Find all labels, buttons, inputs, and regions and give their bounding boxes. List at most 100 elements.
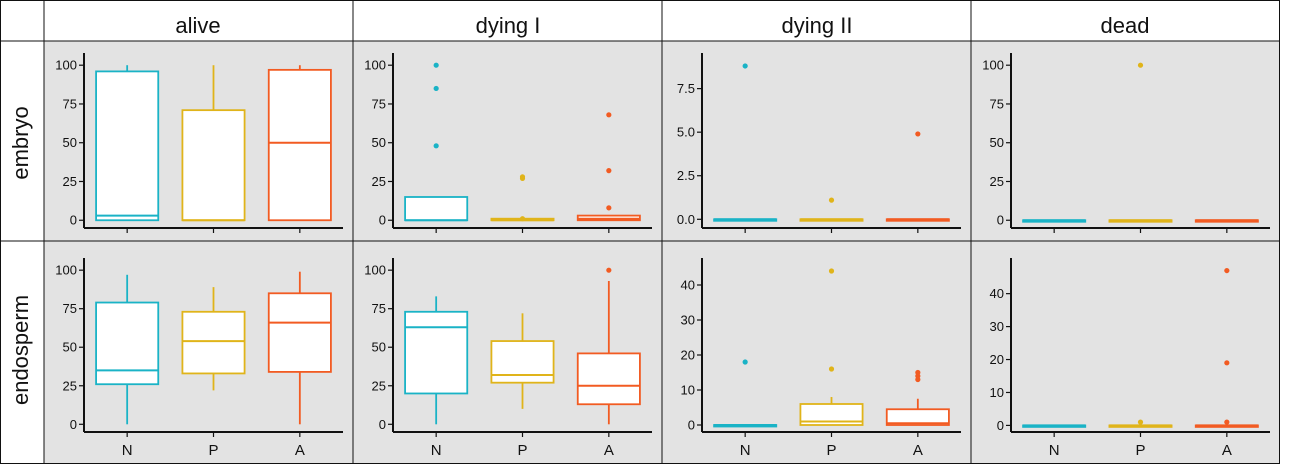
outlier-point	[433, 143, 439, 149]
box-a	[267, 271, 332, 425]
box-a	[267, 65, 332, 222]
outlier-point	[606, 267, 612, 273]
box-body	[490, 340, 555, 384]
x-tick-label-p: P	[826, 442, 836, 459]
outlier-point	[606, 205, 612, 211]
y-tick-label: 5.0	[677, 125, 695, 140]
panels: 025507510002550751000.02.55.07.502550751…	[44, 41, 1280, 464]
box-n	[95, 274, 160, 425]
y-tick-label: 25	[63, 174, 77, 189]
row-header-embryo: embryo	[8, 106, 33, 179]
y-tick-label: 0	[70, 213, 77, 228]
y-tick-label: 0	[70, 417, 77, 432]
box-body	[799, 403, 864, 426]
y-tick-label: 30	[990, 319, 1004, 334]
y-tick-label: 25	[372, 378, 386, 393]
outlier-point	[828, 366, 835, 372]
outlier-point	[1224, 267, 1230, 274]
panel-embryo-dead: 0 25 50 75 100	[971, 41, 1280, 241]
row-header-endosperm: endosperm	[8, 295, 33, 405]
y-tick-label: 75	[372, 301, 386, 316]
y-tick-label: 0	[379, 213, 386, 228]
box-a	[1194, 219, 1259, 223]
outlier-point	[1224, 419, 1230, 425]
box-n	[1022, 219, 1087, 223]
y-tick-label: 75	[63, 96, 77, 111]
x-tick-label-a: A	[604, 442, 614, 459]
panel-endosperm-alive: 0 25 50 75 100 N P A	[44, 241, 353, 464]
y-tick-label: 7.5	[677, 81, 695, 96]
column-header-dead: dead	[1101, 13, 1150, 38]
box-n	[404, 296, 469, 425]
box-p	[181, 65, 246, 222]
column-header-dying-ii: dying II	[782, 13, 853, 38]
outlier-point	[433, 85, 439, 92]
outlier-point	[742, 63, 748, 69]
x-tick-label-n: N	[431, 442, 442, 459]
box-body	[95, 70, 160, 222]
box-n	[713, 359, 778, 428]
box-n	[95, 65, 160, 222]
box-p	[490, 313, 555, 409]
y-tick-label: 20	[681, 348, 695, 363]
x-tick-label-p: P	[1135, 442, 1145, 459]
y-tick-label: 0.0	[677, 212, 695, 227]
outlier-point	[828, 268, 835, 274]
box-body	[404, 310, 469, 395]
column-header-dying-i: dying I	[476, 13, 541, 38]
box-body	[181, 310, 246, 375]
y-tick-label: 25	[990, 174, 1004, 189]
y-tick-label: 100	[55, 263, 77, 278]
panel-embryo-dying-ii: 0.0 2.5 5.0 7.5	[662, 41, 971, 241]
outlier-point	[1137, 419, 1144, 425]
box-body	[576, 352, 641, 406]
outlier-point	[915, 369, 921, 376]
outlier-point	[519, 216, 526, 222]
box-a	[885, 369, 950, 426]
x-tick-label-n: N	[740, 442, 751, 459]
y-tick-label: 30	[681, 313, 695, 328]
y-tick-label: 25	[63, 378, 77, 393]
panel-embryo-dying-ii-background	[662, 41, 971, 241]
box-a	[885, 131, 950, 222]
y-tick-label: 50	[372, 135, 386, 150]
box-a	[1194, 267, 1259, 428]
panel-endosperm-dead: 0 10 20 30 40 N P A	[971, 241, 1280, 464]
box-p	[1108, 62, 1173, 223]
panel-embryo-dead-background	[971, 41, 1280, 241]
panel-endosperm-dying-ii-background	[662, 241, 971, 464]
y-tick-label: 40	[990, 286, 1004, 301]
panel-endosperm-dying-ii: 0 10 20 30 40 N P A	[662, 241, 971, 464]
column-header-alive: alive	[175, 13, 220, 38]
y-tick-label: 0	[688, 418, 695, 433]
outlier-point	[915, 131, 921, 137]
x-tick-label-a: A	[1222, 442, 1232, 459]
box-a	[576, 267, 641, 425]
box-body	[267, 292, 332, 373]
y-tick-label: 75	[372, 96, 386, 111]
box-body	[404, 196, 469, 222]
panel-embryo-dying-i-background	[353, 41, 662, 241]
x-tick-label-p: P	[517, 442, 527, 459]
y-tick-label: 0	[379, 417, 386, 432]
row-headers: embryo endosperm	[8, 106, 33, 405]
panel-endosperm-dying-i: 0 25 50 75 100 N P A	[353, 241, 662, 464]
column-headers: alive dying I dying II dead	[175, 13, 1149, 38]
y-tick-label: 100	[364, 263, 386, 278]
box-p	[799, 268, 864, 426]
outlier-point	[1137, 62, 1144, 68]
box-p	[181, 287, 246, 391]
y-tick-label: 50	[63, 135, 77, 150]
y-tick-label: 50	[990, 135, 1004, 150]
panel-endosperm-dead-background	[971, 241, 1280, 464]
outlier-point	[828, 197, 835, 203]
outlier-point	[519, 174, 526, 180]
y-tick-label: 0	[997, 418, 1004, 433]
x-tick-label-a: A	[913, 442, 923, 459]
outlier-point	[742, 359, 748, 365]
y-tick-label: 100	[982, 58, 1004, 73]
box-n	[713, 63, 778, 222]
panel-embryo-alive: 0 25 50 75 100	[44, 41, 353, 241]
box-body	[267, 68, 332, 222]
